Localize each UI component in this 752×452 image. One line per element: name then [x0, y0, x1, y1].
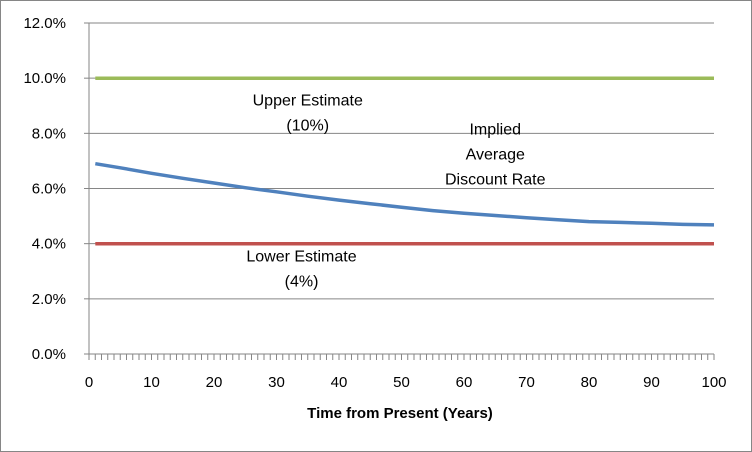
x-tick-label: 90: [643, 374, 660, 391]
annotation-line: Implied: [469, 122, 521, 139]
y-tick-label: 10.0%: [23, 70, 66, 87]
y-tick-label: 6.0%: [32, 181, 66, 198]
x-tick-label: 30: [268, 374, 285, 391]
y-tick-label: 0.0%: [32, 346, 66, 363]
gridlines: [89, 22, 714, 300]
annotation-line: Discount Rate: [445, 172, 546, 189]
axes: 0.0% 2.0% 4.0% 6.0% 8.0% 10.0% 12.0% 0 10 20 30 40 5…: [23, 15, 726, 391]
x-tick-label: 50: [393, 374, 410, 391]
annotations: Upper Estimate (10%) Implied Average Discoun…: [246, 93, 545, 291]
y-tick-label: 12.0%: [23, 15, 66, 32]
x-tick-label: 40: [331, 374, 348, 391]
annotation-line: Lower Estimate: [246, 249, 356, 266]
series-layer: [95, 76, 715, 246]
series-line-2: [95, 161, 715, 227]
y-tick-label: 8.0%: [32, 125, 66, 142]
x-axis-title: Time from Present (Years): [307, 405, 493, 422]
x-tick-label: 80: [581, 374, 598, 391]
annotation-line: (10%): [286, 118, 329, 135]
x-tick-label: 20: [206, 374, 223, 391]
x-tick-label: 60: [456, 374, 473, 391]
x-tick-label: 70: [518, 374, 535, 391]
x-tick-label: 10: [143, 374, 160, 391]
annotation-line: Upper Estimate: [253, 93, 363, 110]
annotation-line: Average: [466, 147, 525, 164]
x-tick-label: 0: [85, 374, 93, 391]
y-tick-label: 4.0%: [32, 236, 66, 253]
x-tick-label: 100: [701, 374, 726, 391]
annotation-line: (4%): [285, 274, 319, 291]
y-tick-label: 2.0%: [32, 291, 66, 308]
